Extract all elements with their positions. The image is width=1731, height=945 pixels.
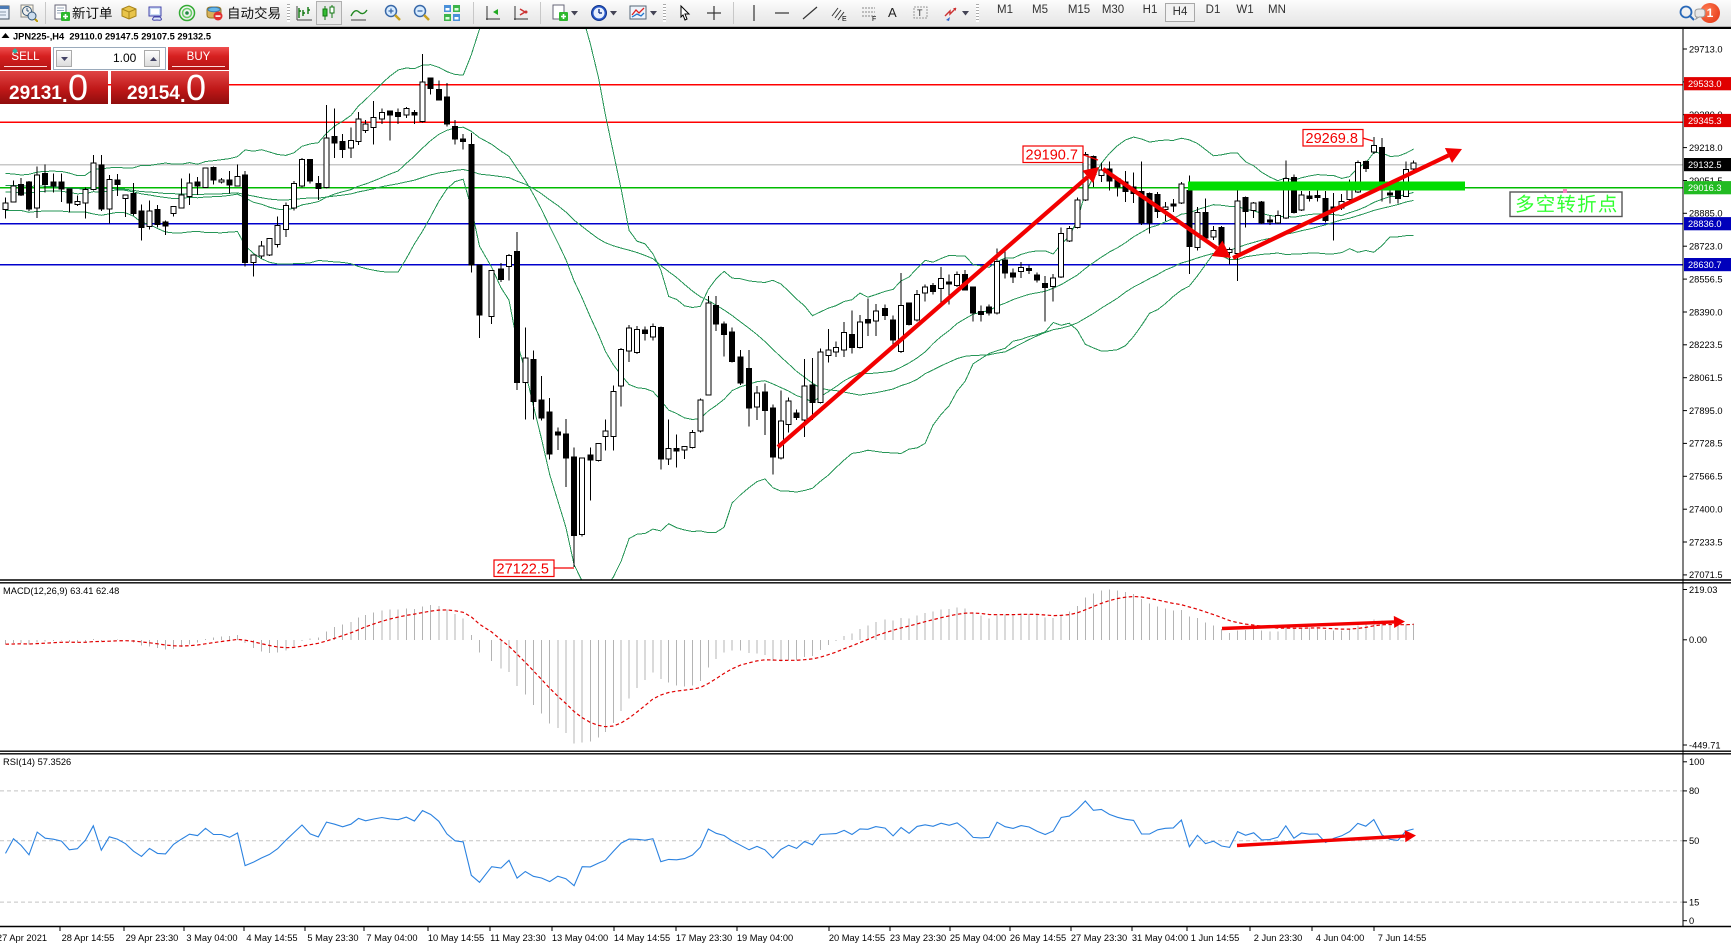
- svg-text:28223.5: 28223.5: [1689, 340, 1723, 350]
- svg-text:219.03: 219.03: [1689, 585, 1717, 595]
- svg-text:T: T: [917, 8, 923, 18]
- svg-text:29218.0: 29218.0: [1689, 143, 1723, 153]
- svg-text:28630.7: 28630.7: [1688, 260, 1722, 270]
- svg-text:28390.0: 28390.0: [1689, 307, 1723, 317]
- svg-text:27 May 23:30: 27 May 23:30: [1071, 933, 1127, 943]
- svg-text:27400.0: 27400.0: [1689, 505, 1723, 515]
- svg-text:3 May 04:00: 3 May 04:00: [186, 933, 237, 943]
- svg-text:14 May 14:55: 14 May 14:55: [614, 933, 670, 943]
- svg-text:29345.3: 29345.3: [1688, 116, 1722, 126]
- svg-text:7 May 04:00: 7 May 04:00: [366, 933, 417, 943]
- svg-text:28723.0: 28723.0: [1689, 242, 1723, 252]
- svg-text:1 Jun 14:55: 1 Jun 14:55: [1191, 933, 1240, 943]
- svg-text:29051.5: 29051.5: [1689, 176, 1723, 186]
- svg-text:27728.5: 27728.5: [1689, 439, 1723, 449]
- svg-text:17 May 23:30: 17 May 23:30: [676, 933, 732, 943]
- svg-text:26 May 14:55: 26 May 14:55: [1010, 933, 1066, 943]
- svg-text:28836.0: 28836.0: [1688, 219, 1722, 229]
- svg-text:29132.5: 29132.5: [1688, 160, 1722, 170]
- svg-text:31 May 04:00: 31 May 04:00: [1132, 933, 1188, 943]
- svg-text:4 Jun 04:00: 4 Jun 04:00: [1316, 933, 1365, 943]
- svg-text:5 May 23:30: 5 May 23:30: [307, 933, 358, 943]
- svg-text:10 May 14:55: 10 May 14:55: [428, 933, 484, 943]
- svg-text:29533.0: 29533.0: [1688, 79, 1722, 89]
- svg-text:MACD(12,26,9) 63.41 62.48: MACD(12,26,9) 63.41 62.48: [3, 586, 119, 596]
- svg-text:27071.5: 27071.5: [1689, 570, 1723, 580]
- svg-text:27122.5: 27122.5: [497, 562, 549, 578]
- svg-text:0: 0: [1689, 916, 1694, 926]
- svg-text:2 Jun 23:30: 2 Jun 23:30: [1254, 933, 1303, 943]
- svg-text:F: F: [872, 16, 876, 22]
- svg-text:23 May 23:30: 23 May 23:30: [890, 933, 946, 943]
- svg-text:80: 80: [1689, 786, 1699, 796]
- svg-text:29190.7: 29190.7: [1026, 148, 1078, 164]
- svg-text:29016.3: 29016.3: [1688, 183, 1722, 193]
- svg-text:29 Apr 23:30: 29 Apr 23:30: [126, 933, 179, 943]
- svg-text:29713.0: 29713.0: [1689, 44, 1723, 54]
- svg-text:0.00: 0.00: [1689, 635, 1707, 645]
- svg-text:15: 15: [1689, 897, 1699, 907]
- svg-text:19 May 04:00: 19 May 04:00: [737, 933, 793, 943]
- svg-text:7 Jun 14:55: 7 Jun 14:55: [1378, 933, 1427, 943]
- svg-text:50: 50: [1689, 836, 1699, 846]
- svg-text:100: 100: [1689, 757, 1705, 767]
- svg-text:E: E: [842, 16, 847, 22]
- svg-text:4 May 14:55: 4 May 14:55: [246, 933, 297, 943]
- svg-text:-449.71: -449.71: [1689, 740, 1721, 750]
- svg-text:27895.0: 27895.0: [1689, 406, 1723, 416]
- svg-text:29269.8: 29269.8: [1306, 131, 1358, 147]
- svg-text:27 Apr 2021: 27 Apr 2021: [0, 933, 47, 943]
- svg-text:28885.0: 28885.0: [1689, 209, 1723, 219]
- svg-text:27233.5: 27233.5: [1689, 537, 1723, 547]
- svg-text:28 Apr 14:55: 28 Apr 14:55: [62, 933, 115, 943]
- svg-text:27566.5: 27566.5: [1689, 472, 1723, 482]
- svg-text:11 May 23:30: 11 May 23:30: [490, 933, 546, 943]
- svg-text:RSI(14) 57.3526: RSI(14) 57.3526: [3, 757, 71, 767]
- svg-text:13 May 04:00: 13 May 04:00: [552, 933, 608, 943]
- svg-text:28061.5: 28061.5: [1689, 373, 1723, 383]
- svg-text:28556.5: 28556.5: [1689, 274, 1723, 284]
- svg-text:JPN225-,H4 29110.0 29147.5 29: JPN225-,H4 29110.0 29147.5 29107.5 29132…: [13, 32, 211, 42]
- svg-text:20 May 14:55: 20 May 14:55: [829, 933, 885, 943]
- svg-text:25 May 04:00: 25 May 04:00: [950, 933, 1006, 943]
